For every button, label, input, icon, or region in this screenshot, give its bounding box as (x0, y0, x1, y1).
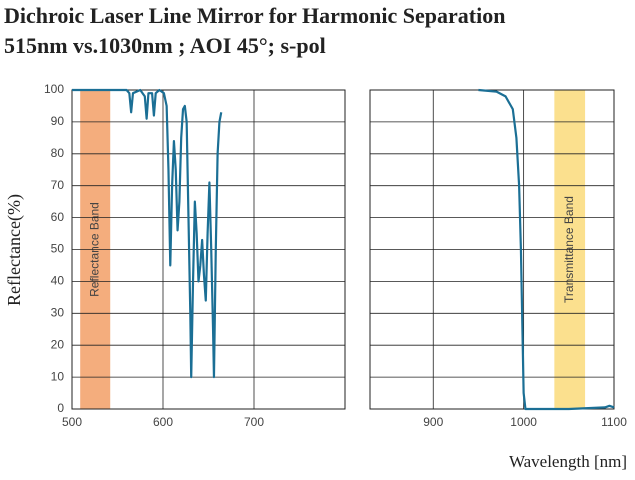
y-tick-label: 40 (51, 274, 65, 288)
y-tick-label: 80 (51, 146, 65, 160)
y-tick-label: 90 (51, 114, 65, 128)
x-tick-label: 900 (423, 415, 443, 429)
y-axis-label: Reflectance(%) (4, 194, 25, 306)
y-tick-label: 60 (51, 210, 65, 224)
data-line (478, 88, 615, 411)
x-tick-label: 700 (244, 415, 264, 429)
x-tick-label: 500 (62, 415, 82, 429)
x-axis-label: Wavelength [nm] (509, 452, 627, 471)
chart-title: Dichroic Laser Line Mirror for Harmonic … (4, 3, 505, 28)
x-tick-label: 1000 (510, 415, 537, 429)
y-tick-label: 0 (57, 401, 64, 415)
y-tick-label: 30 (51, 305, 65, 319)
y-tick-label: 100 (44, 82, 64, 96)
plot-frame (71, 89, 346, 410)
data-line (72, 88, 223, 379)
chart-subtitle: 515nm vs.1030nm ; AOI 45°; s-pol (4, 33, 326, 58)
y-tick-label: 70 (51, 178, 65, 192)
y-tick-label: 20 (51, 337, 65, 351)
x-tick-label: 1100 (601, 415, 627, 429)
plot-frame (369, 89, 615, 410)
y-tick-label: 50 (51, 242, 65, 256)
x-tick-label: 600 (153, 415, 173, 429)
y-tick-label: 10 (51, 369, 65, 383)
